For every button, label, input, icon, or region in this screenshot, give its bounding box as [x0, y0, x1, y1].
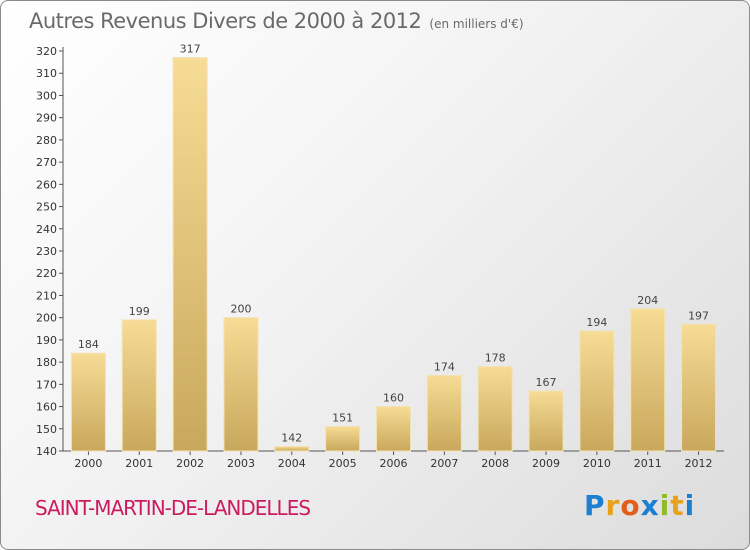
x-tick-label: 2011	[634, 457, 662, 470]
y-tick-label: 270	[36, 156, 57, 169]
data-label: 167	[536, 376, 557, 389]
location-name: SAINT-MARTIN-DE-LANDELLES	[35, 496, 311, 520]
y-tick-label: 300	[36, 89, 57, 102]
x-tick-label: 2010	[583, 457, 611, 470]
chart-title-text: Autres Revenus Divers de 2000 à 2012	[29, 9, 422, 33]
y-tick-label: 190	[36, 334, 57, 347]
data-label: 197	[688, 309, 709, 322]
bar-2007	[426, 374, 462, 452]
y-tick-label: 140	[36, 445, 57, 458]
y-tick-label: 230	[36, 245, 57, 258]
bar-2004	[274, 446, 310, 452]
y-tick-label: 220	[36, 267, 57, 280]
logo-letter: t	[670, 489, 685, 522]
bar-2006	[376, 406, 411, 452]
y-tick-label: 320	[36, 45, 57, 58]
chart-title: Autres Revenus Divers de 2000 à 2012 (en …	[29, 9, 524, 33]
y-tick-label: 160	[36, 401, 57, 414]
data-label: 194	[586, 316, 607, 329]
logo-letter: i	[684, 489, 696, 522]
data-label: 142	[281, 432, 302, 445]
bar-2009	[528, 390, 564, 452]
logo-letter: i	[659, 489, 671, 522]
y-tick-label: 250	[36, 201, 57, 214]
x-tick-label: 2009	[532, 457, 560, 470]
y-tick-label: 290	[36, 112, 57, 125]
data-label: 184	[78, 338, 99, 351]
logo-letter: x	[640, 489, 660, 522]
chart-labels: 184 199 317 200 142 151 160 174 178 167 194 204 197	[78, 43, 709, 445]
x-tick-label: 2005	[329, 457, 357, 470]
chart-axes: 140 150 160 170 180 190 200 210 220 230 240 250 260 2…	[36, 45, 724, 470]
logo-letter: r	[605, 489, 621, 522]
x-tick-label: 2001	[125, 457, 153, 470]
data-label: 151	[332, 412, 353, 425]
logo-letter: o	[620, 489, 641, 522]
y-tick-label: 260	[36, 178, 57, 191]
y-tick-label: 180	[36, 356, 57, 369]
chart-bars	[70, 57, 717, 452]
data-label: 200	[230, 303, 251, 316]
data-label: 204	[637, 294, 658, 307]
data-label: 160	[383, 392, 404, 405]
logo-letter: P	[584, 489, 606, 522]
data-label: 178	[485, 352, 506, 365]
y-tick-label: 240	[36, 223, 57, 236]
bar-2008	[477, 366, 513, 452]
y-tick-label: 210	[36, 289, 57, 302]
y-tick-label: 150	[36, 423, 57, 436]
x-tick-label: 2006	[380, 457, 408, 470]
data-label: 317	[180, 43, 201, 56]
x-tick-label: 2008	[481, 457, 509, 470]
x-tick-label: 2012	[685, 457, 713, 470]
bar-2012	[681, 323, 717, 452]
proxiti-logo: Proxiti	[584, 489, 695, 522]
y-tick-label: 170	[36, 378, 57, 391]
x-tick-label: 2002	[176, 457, 204, 470]
bar-2000	[70, 352, 106, 452]
y-tick-label: 280	[36, 134, 57, 147]
bar-2005	[325, 426, 361, 452]
data-label: 199	[129, 305, 150, 318]
bar-2011	[630, 308, 666, 452]
bar-2010	[579, 330, 615, 452]
bar-2003	[223, 317, 259, 452]
y-tick-label: 310	[36, 67, 57, 80]
x-tick-label: 2000	[74, 457, 102, 470]
x-tick-label: 2004	[278, 457, 306, 470]
y-tick-label: 200	[36, 312, 57, 325]
x-tick-label: 2007	[430, 457, 458, 470]
x-tick-label: 2003	[227, 457, 255, 470]
bar-2002	[172, 57, 208, 452]
bar-2001	[121, 319, 157, 452]
data-label: 174	[434, 360, 455, 373]
chart-subtitle: (en milliers d'€)	[429, 17, 524, 31]
